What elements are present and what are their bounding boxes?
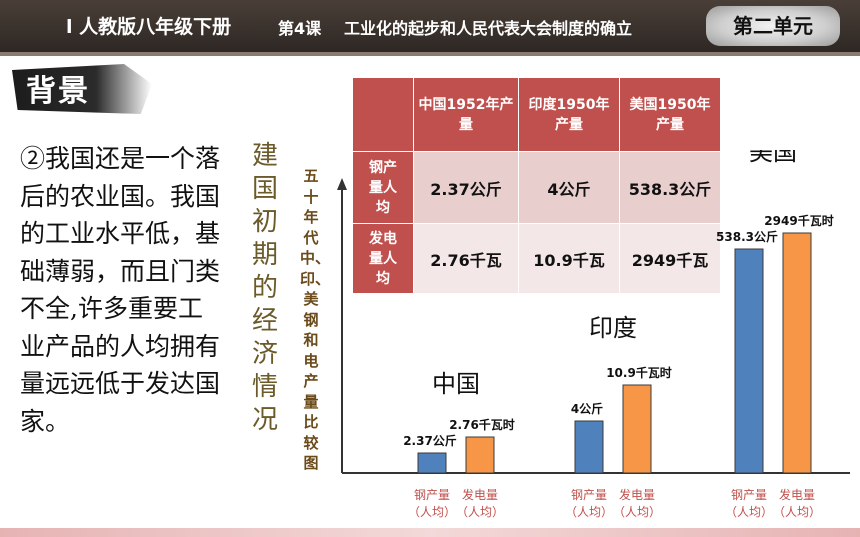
vertical-subtitle: 五十年代中、印、美钢和电产量比较图 [300,167,331,472]
table-row: 钢产量人均 2.37公斤 4公斤 538.3公斤 [352,151,721,224]
bar-axis-label: 钢产量 [414,488,450,502]
header-underline [0,52,860,56]
table-header: 中国1952年产量 [413,77,519,152]
category-label: 中国 [432,370,480,398]
table-cell: 4公斤 [518,151,620,224]
bar-axis-label: （人均） [456,505,504,519]
bar-value-label: 10.9千瓦时 [606,365,672,380]
table-header: 印度1950年产量 [518,77,620,152]
section-label: 背景 [26,74,90,109]
row-header: 发电量人均 [352,223,414,294]
bar-axis-label: 发电量 [619,487,655,502]
bar-axis-label: 发电量 [462,487,498,502]
table-cell: 2949千瓦 [619,223,721,294]
bar-axis-label: （人均） [565,505,613,519]
category-label: 印度 [589,314,637,342]
bar-value-label: 2949千瓦时 [764,213,833,228]
table-cell: 538.3公斤 [619,151,721,224]
bar-power [465,436,495,474]
textbook-series: l 人教版八年级下册 [66,16,232,38]
section-label-brush [12,64,152,114]
body-paragraph: ②我国还是一个落后的农业国。我国的工业水平低，基础薄弱，而且门类不全,许多重要工… [20,144,221,436]
table-cell: 2.76千瓦 [413,223,519,294]
category-label: 美国 [749,150,797,166]
bar-steel [734,248,764,474]
table-header: 美国1950年产量 [619,77,721,152]
table-cell: 2.37公斤 [413,151,519,224]
vertical-title: 建国初期的经济情况 [251,141,278,435]
comparison-table: 中国1952年产量 印度1950年产量 美国1950年产量 钢产量人均 2.37… [352,77,721,294]
lesson-number: 第4课 [278,19,322,38]
table-corner [352,77,414,152]
table-header-row: 中国1952年产量 印度1950年产量 美国1950年产量 [352,77,721,152]
bottom-strip [0,528,860,537]
bar-value-label: 4公斤 [571,401,603,416]
table-cell: 10.9千瓦 [518,223,620,294]
bar-value-label: 538.3公斤 [716,229,778,244]
bar-steel [574,420,604,474]
bar-axis-label: 发电量 [779,487,815,502]
row-header: 钢产量人均 [352,151,414,224]
table-row: 发电量人均 2.76千瓦 10.9千瓦 2949千瓦 [352,223,721,294]
bar-power [622,384,652,474]
unit-badge: 第二单元 [706,6,840,46]
bar-value-label: 2.37公斤 [403,433,457,448]
bar-value-label: 2.76千瓦时 [449,417,515,432]
bar-axis-label: （人均） [773,505,821,519]
bar-axis-label: 钢产量 [731,488,767,502]
top-header: l 人教版八年级下册 第4课 工业化的起步和人民代表大会制度的确立 第二单元 [0,0,860,56]
bar-axis-label: （人均） [613,505,661,519]
y-axis-arrow [337,178,347,190]
bar-chart: 2.37公斤钢产量（人均）2.76千瓦时发电量（人均）中国4公斤钢产量（人均）1… [337,150,850,519]
bar-axis-label: 钢产量 [571,488,607,502]
bar-axis-label: （人均） [408,505,456,519]
bar-axis-label: （人均） [725,505,773,519]
bar-power [782,232,812,474]
bar-steel [417,452,447,474]
lesson-title: 工业化的起步和人民代表大会制度的确立 [344,19,633,38]
